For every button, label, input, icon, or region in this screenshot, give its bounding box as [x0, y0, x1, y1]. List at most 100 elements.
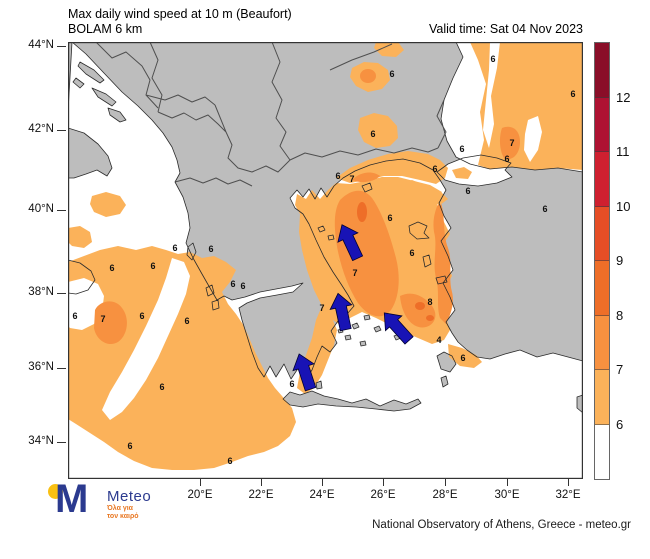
logo-brand-text: Meteo	[107, 488, 152, 505]
calm-sliver-black-sea-1	[483, 42, 500, 148]
wind-speed-contour-label: 6	[504, 154, 509, 164]
lon-tick-mark	[568, 479, 569, 486]
wind-speed-contour-label: 6	[139, 311, 144, 321]
wind-arrow-shape	[337, 224, 364, 262]
logo-m-icon: M	[55, 477, 89, 521]
logo-sun-dot-icon	[48, 484, 63, 499]
lon-tick-label: 32°E	[555, 489, 581, 501]
colorbar-segment	[595, 97, 609, 152]
lat-tick-mark	[57, 292, 66, 294]
wind-arrow	[292, 353, 317, 392]
colorbar-tick-label: 12	[616, 89, 631, 105]
lon-tick-mark	[445, 479, 446, 486]
wind-speed-contour-label: 6	[127, 441, 132, 451]
wind-speed-contour-label: 6	[409, 248, 414, 258]
wind-speed-contour-label: 6	[230, 279, 235, 289]
wind-arrow-shape	[329, 292, 353, 332]
wind-speed-contour-label: 6	[370, 129, 375, 139]
lat-tick-mark	[57, 441, 66, 443]
wind-speed-contour-label: 7	[349, 174, 354, 184]
wind-speed-contour-label: 4	[436, 335, 441, 345]
wind-arrow-shape	[383, 312, 414, 345]
wind-patch-adriatic-west	[68, 226, 92, 248]
colorbar-segment	[595, 315, 609, 370]
colorbar-tick-label: 8	[616, 307, 624, 323]
calm-sliver-black-sea-2	[524, 116, 542, 162]
wind-core-ionian-7bft	[94, 301, 127, 345]
wind-speed-contour-label: 6	[432, 164, 437, 174]
wind-arrow-shape	[292, 353, 317, 392]
beaufort-colorbar	[594, 42, 610, 480]
wind-speed-contour-label: 6	[465, 186, 470, 196]
wind-speed-contour-label: 6	[460, 353, 465, 363]
colorbar-tick-label: 9	[616, 253, 624, 268]
lon-tick-mark	[261, 479, 262, 486]
logo-tagline-line1: Όλα για	[107, 505, 133, 512]
wind-speed-contour-label: 6	[159, 382, 164, 392]
wind-patch-marmara-3	[430, 193, 448, 205]
lon-tick-label: 22°E	[248, 489, 274, 501]
wind-area-black-sea-6bft	[470, 42, 583, 170]
wind-speed-contour-label: 6	[459, 144, 464, 154]
lon-tick-mark	[507, 479, 508, 486]
lat-tick-label: 38°N	[28, 286, 54, 298]
valid-time-label: Valid time: Sat 04 Nov 2023	[428, 22, 583, 36]
wind-patch-dalmatia	[90, 192, 126, 217]
wind-speed-contour-label: 6	[227, 456, 232, 466]
wind-speed-contour-label: 8	[427, 297, 432, 307]
wind-core-bulgaria	[360, 69, 376, 83]
attribution-text: National Observatory of Athens, Greece -…	[372, 519, 631, 531]
wind-speed-contour-label: 6	[387, 213, 392, 223]
lat-tick-label: 44°N	[28, 39, 54, 51]
lat-tick-mark	[57, 45, 66, 47]
map-title: Max daily wind speed at 10 m (Beaufort)	[68, 7, 292, 21]
wind-area-ionian-6bft	[68, 246, 296, 470]
wind-speck-8bft	[426, 315, 434, 321]
lat-tick-mark	[57, 129, 66, 131]
wind-speed-contour-label: 6	[109, 263, 114, 273]
colorbar-tick-label: 10	[616, 198, 631, 214]
wind-arrow	[329, 292, 353, 332]
wind-speed-contour-label: 7	[352, 268, 357, 278]
wind-speck-8bft	[415, 302, 425, 310]
lat-tick-label: 40°N	[28, 203, 54, 215]
wind-speed-contour-label: 6	[240, 281, 245, 291]
wind-patch-bulgaria-2	[358, 113, 398, 148]
wind-speed-contour-label: 6	[570, 89, 575, 99]
wind-speed-contour-label: 7	[319, 303, 324, 313]
map-frame	[68, 42, 583, 479]
wind-core-thasos-7bft	[352, 172, 380, 183]
wind-patch-danube	[374, 42, 404, 57]
wind-patch-marmara-1	[400, 180, 424, 197]
wind-speed-contour-label: 6	[150, 261, 155, 271]
model-subtitle: BOLAM 6 km	[68, 22, 143, 36]
lat-tick-label: 34°N	[28, 435, 54, 447]
calm-gap-ionian	[102, 258, 190, 420]
lat-tick-label: 42°N	[28, 123, 54, 135]
wind-patch-marmara-2	[452, 167, 472, 179]
colorbar-segment	[595, 43, 609, 98]
wind-speed-contour-label: 7	[100, 314, 105, 324]
colorbar-tick-label: 6	[616, 416, 624, 432]
wind-patch-rhodes	[448, 344, 482, 368]
wind-direction-arrows	[292, 224, 414, 392]
lat-tick-mark	[57, 367, 66, 369]
colorbar-segment	[595, 206, 609, 261]
lon-tick-label: 28°E	[432, 489, 458, 501]
meteo-logo: M Meteo Όλα για τον καιρό	[46, 477, 176, 526]
wind-speed-contour-label: 6	[542, 204, 547, 214]
lon-tick-label: 30°E	[494, 489, 520, 501]
lon-tick-mark	[383, 479, 384, 486]
wind-speed-contour-label: 6	[490, 54, 495, 64]
lon-tick-label: 24°E	[309, 489, 335, 501]
lon-tick-mark	[200, 479, 201, 486]
wind-speck-8bft	[357, 202, 367, 222]
wind-speed-contour-label: 6	[335, 171, 340, 181]
colorbar-tick-label: 7	[616, 362, 624, 377]
colorbar-segment	[595, 152, 609, 207]
wind-core-black-sea-7bft	[499, 126, 520, 160]
colorbar-tick-label: 11	[616, 144, 630, 159]
wind-arrow	[383, 312, 414, 345]
